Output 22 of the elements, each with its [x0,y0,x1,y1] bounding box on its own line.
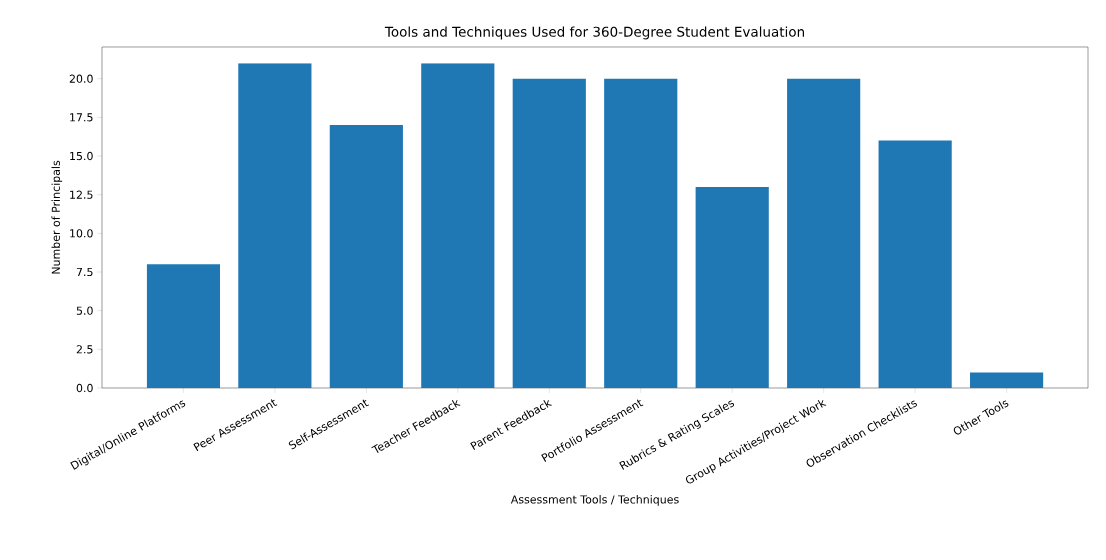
y-tick-label: 17.5 [70,113,93,122]
y-tick-label: 15.0 [70,151,93,161]
bar [421,63,495,388]
y-tick-label: 5.0 [76,306,93,315]
bar [238,63,312,388]
chart-title: Tools and Techniques Used for 360-Degree Student Evaluation [384,26,804,40]
bar [787,78,861,388]
y-tick-label: 7.5 [76,267,93,277]
y-tick-label: 20.0 [69,74,93,83]
bar [512,78,586,388]
y-tick-label: 2.5 [76,345,93,354]
bar [329,125,403,388]
bar [695,186,769,388]
bar [878,140,952,388]
y-tick-label: 0.0 [76,383,93,393]
bar [604,78,678,388]
y-tick-label: 12.5 [70,190,93,199]
x-axis-title: Assessment Tools / Techniques [510,495,679,506]
y-axis-title: Number of Principals [51,160,63,274]
bar [146,264,220,388]
y-tick-label: 10.0 [70,229,93,238]
bar [970,372,1044,388]
